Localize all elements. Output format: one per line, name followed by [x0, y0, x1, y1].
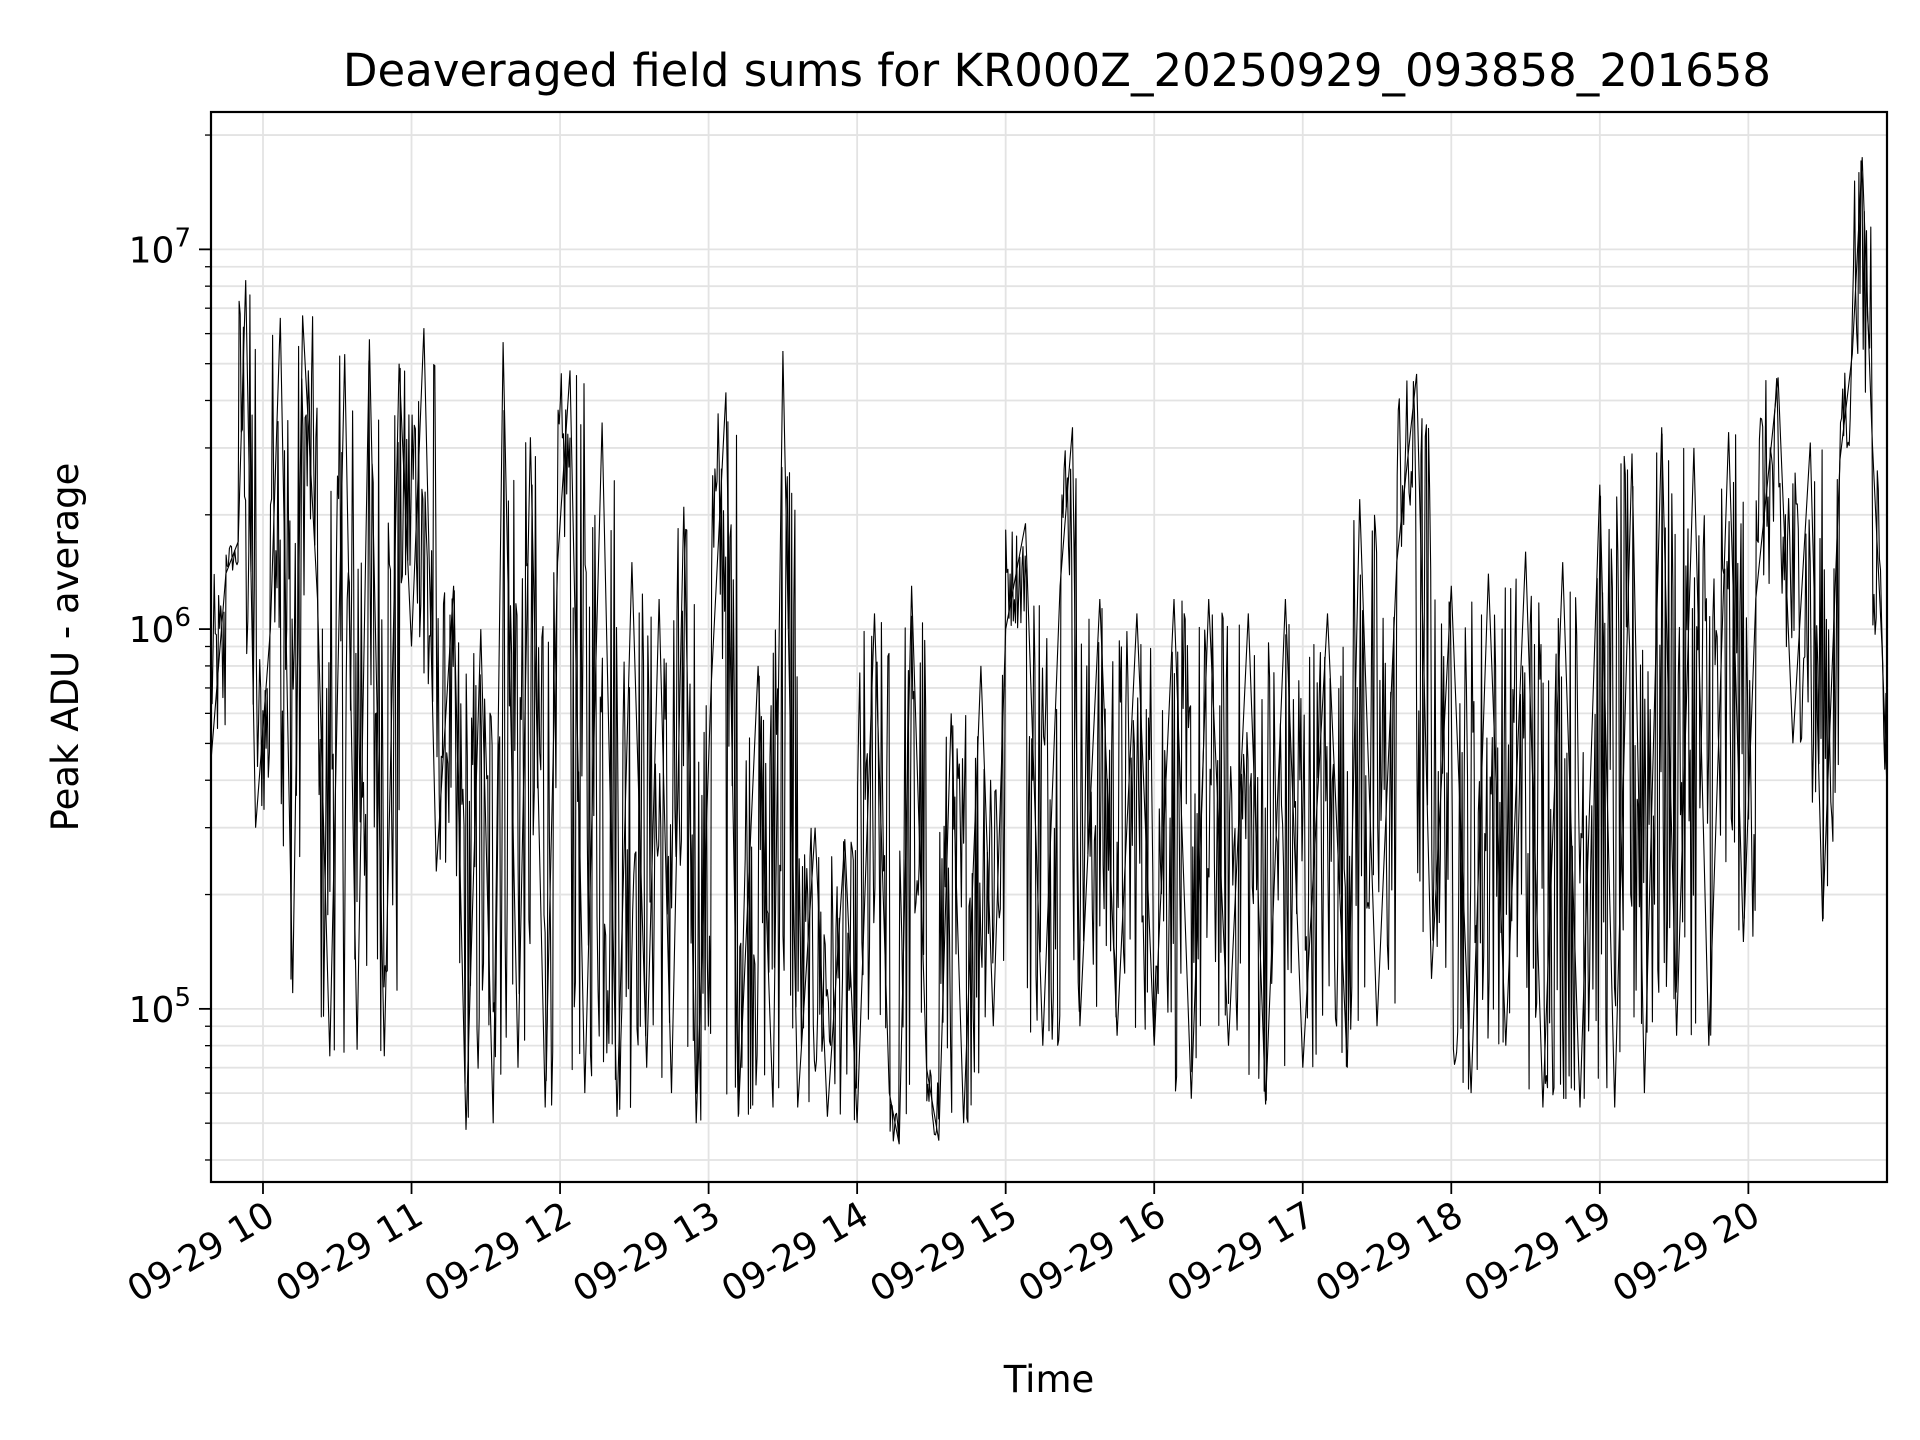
chart-title: Deaveraged field sums for KR000Z_2025092… — [343, 44, 1771, 97]
series-peaks — [210, 157, 1888, 1145]
y-tick-label: 106 — [129, 603, 191, 651]
data-series — [210, 157, 1888, 1145]
x-axis-title: Time — [1003, 1358, 1095, 1401]
y-tick-label: 105 — [129, 983, 191, 1031]
y-axis-title: Peak ADU - average — [44, 463, 87, 832]
series-line — [210, 160, 1888, 1142]
y-tick-label: 107 — [129, 223, 191, 271]
axis-ticks — [199, 134, 1750, 1194]
